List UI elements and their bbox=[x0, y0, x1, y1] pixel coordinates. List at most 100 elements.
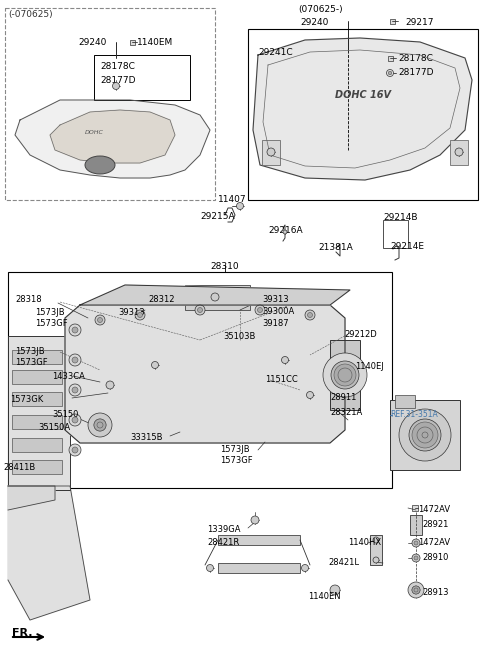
Circle shape bbox=[414, 541, 418, 545]
Text: 1151CC: 1151CC bbox=[265, 375, 298, 384]
Circle shape bbox=[412, 586, 420, 594]
Circle shape bbox=[97, 422, 103, 428]
Circle shape bbox=[283, 230, 287, 234]
Circle shape bbox=[388, 72, 392, 75]
Text: 29214E: 29214E bbox=[390, 242, 424, 251]
Text: 28312: 28312 bbox=[148, 295, 175, 304]
Circle shape bbox=[135, 310, 145, 320]
Text: 1573GF: 1573GF bbox=[220, 456, 252, 465]
Circle shape bbox=[255, 305, 265, 315]
Text: 1140EM: 1140EM bbox=[137, 38, 173, 47]
Circle shape bbox=[412, 422, 438, 448]
Text: 35150A: 35150A bbox=[38, 423, 70, 432]
Bar bbox=[262, 140, 280, 165]
Bar bbox=[8, 272, 392, 488]
Circle shape bbox=[399, 409, 451, 461]
Circle shape bbox=[72, 447, 78, 453]
Text: 29217: 29217 bbox=[405, 18, 433, 27]
Bar bbox=[5, 8, 215, 200]
Bar bbox=[390, 400, 460, 470]
Circle shape bbox=[94, 419, 106, 431]
Circle shape bbox=[338, 368, 352, 382]
Text: 29212D: 29212D bbox=[344, 330, 377, 339]
Text: 1472AV: 1472AV bbox=[418, 505, 450, 514]
Polygon shape bbox=[8, 486, 55, 510]
Text: 21381A: 21381A bbox=[318, 243, 353, 252]
Text: 28910: 28910 bbox=[422, 553, 448, 562]
Bar bbox=[395, 395, 415, 408]
Text: (070625-): (070625-) bbox=[298, 5, 343, 14]
Text: 1573JB: 1573JB bbox=[15, 347, 45, 356]
Bar bbox=[218, 563, 300, 573]
Circle shape bbox=[334, 364, 356, 386]
Bar bbox=[412, 505, 418, 511]
Circle shape bbox=[412, 554, 420, 562]
Text: DOHC 16V: DOHC 16V bbox=[335, 90, 391, 100]
Circle shape bbox=[412, 586, 420, 594]
Text: 28310: 28310 bbox=[210, 262, 239, 271]
Polygon shape bbox=[65, 305, 345, 443]
Circle shape bbox=[257, 308, 263, 312]
Text: 29216A: 29216A bbox=[268, 226, 302, 235]
Text: 35103B: 35103B bbox=[223, 332, 255, 341]
Bar bbox=[94, 55, 190, 100]
Bar bbox=[12, 438, 62, 452]
Text: 28318: 28318 bbox=[15, 295, 42, 304]
Bar bbox=[218, 535, 300, 545]
Text: 28411B: 28411B bbox=[3, 463, 35, 472]
Text: 28177D: 28177D bbox=[398, 68, 433, 77]
Bar bbox=[389, 18, 395, 24]
Circle shape bbox=[195, 305, 205, 315]
Circle shape bbox=[72, 387, 78, 393]
Circle shape bbox=[112, 83, 120, 89]
Text: 1433CA: 1433CA bbox=[52, 372, 85, 381]
Bar bbox=[12, 350, 62, 364]
Polygon shape bbox=[50, 110, 175, 163]
Circle shape bbox=[267, 148, 275, 156]
Text: 28177D: 28177D bbox=[100, 76, 135, 85]
Circle shape bbox=[330, 585, 340, 595]
Text: 1573GK: 1573GK bbox=[10, 395, 43, 404]
Text: 39313: 39313 bbox=[118, 308, 144, 317]
Text: 28321A: 28321A bbox=[330, 408, 362, 417]
Text: 1140EJ: 1140EJ bbox=[355, 362, 384, 371]
Circle shape bbox=[97, 318, 103, 323]
Circle shape bbox=[331, 361, 359, 389]
Text: 28178C: 28178C bbox=[100, 62, 135, 71]
Bar bbox=[330, 340, 360, 410]
Circle shape bbox=[373, 537, 379, 543]
Bar bbox=[410, 515, 422, 535]
Text: 1472AV: 1472AV bbox=[418, 538, 450, 547]
Text: 29214B: 29214B bbox=[383, 213, 418, 222]
Circle shape bbox=[301, 565, 309, 571]
Circle shape bbox=[72, 357, 78, 363]
Circle shape bbox=[386, 70, 394, 77]
Bar bbox=[387, 56, 393, 60]
Circle shape bbox=[69, 444, 81, 456]
Bar bbox=[370, 535, 382, 565]
Text: 1573JB: 1573JB bbox=[35, 308, 65, 317]
Bar bbox=[248, 29, 478, 200]
Circle shape bbox=[69, 414, 81, 426]
Circle shape bbox=[408, 582, 424, 598]
Circle shape bbox=[69, 354, 81, 366]
Text: 35150: 35150 bbox=[52, 410, 78, 419]
Circle shape bbox=[72, 327, 78, 333]
Polygon shape bbox=[253, 38, 472, 180]
Text: 1140EN: 1140EN bbox=[308, 592, 341, 601]
Circle shape bbox=[152, 361, 158, 369]
Circle shape bbox=[281, 356, 288, 363]
Text: 1573JB: 1573JB bbox=[220, 445, 250, 454]
Text: 39313: 39313 bbox=[262, 295, 288, 304]
Polygon shape bbox=[8, 486, 90, 620]
Circle shape bbox=[206, 565, 214, 571]
Text: 39187: 39187 bbox=[262, 319, 288, 328]
Circle shape bbox=[307, 392, 313, 398]
Bar bbox=[12, 415, 62, 429]
Text: 1140HX: 1140HX bbox=[348, 538, 381, 547]
Circle shape bbox=[106, 381, 114, 389]
Text: FR.: FR. bbox=[12, 628, 33, 638]
Ellipse shape bbox=[85, 156, 115, 174]
Bar bbox=[450, 140, 468, 165]
Text: 29215A: 29215A bbox=[200, 212, 235, 221]
